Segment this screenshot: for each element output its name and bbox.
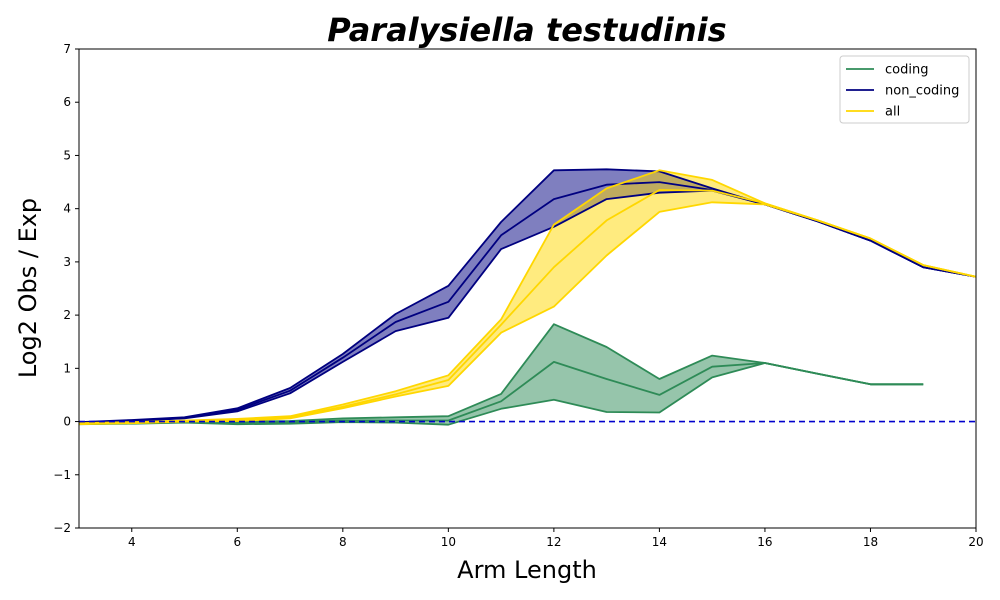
y-tick-label: 0 bbox=[63, 415, 71, 429]
y-tick-label: 1 bbox=[63, 361, 71, 375]
x-tick-label: 10 bbox=[441, 535, 456, 549]
y-axis-title: Log2 Obs / Exp bbox=[14, 198, 42, 378]
y-tick-label: 3 bbox=[63, 255, 71, 269]
y-tick-label: 7 bbox=[63, 42, 71, 56]
y-tick-label: −1 bbox=[53, 468, 71, 482]
y-tick-label: 4 bbox=[63, 202, 71, 216]
all-lower-line bbox=[78, 201, 977, 426]
coding-band bbox=[79, 324, 924, 425]
legend-label: non_coding bbox=[885, 84, 959, 99]
x-tick-label: 4 bbox=[128, 535, 136, 549]
y-tick-label: −2 bbox=[53, 521, 71, 535]
y-axis-ticks: −2 −1 0 1 2 3 4 5 6 7 bbox=[53, 42, 79, 535]
y-tick-label: 6 bbox=[63, 95, 71, 109]
x-axis-title: Arm Length bbox=[457, 556, 597, 584]
non_coding-band bbox=[79, 169, 976, 424]
x-tick-label: 14 bbox=[652, 535, 667, 549]
legend-box bbox=[839, 55, 970, 124]
x-tick-label: 8 bbox=[339, 535, 347, 549]
legend-label: all bbox=[885, 105, 900, 120]
x-axis-ticks: 4 6 8 10 12 14 16 18 20 bbox=[128, 528, 984, 549]
y-tick-label: 2 bbox=[63, 308, 71, 322]
x-tick-label: 16 bbox=[757, 535, 772, 549]
non_coding-lower-line bbox=[78, 189, 977, 425]
plot-frame bbox=[78, 48, 977, 529]
x-tick-label: 18 bbox=[863, 535, 878, 549]
x-tick-label: 20 bbox=[968, 535, 983, 549]
x-tick-label: 6 bbox=[233, 535, 241, 549]
coding-lower-line bbox=[78, 362, 924, 426]
chart-title: Paralysiella testudinis bbox=[327, 11, 726, 49]
x-tick-label: 12 bbox=[546, 535, 561, 549]
y-tick-label: 5 bbox=[63, 148, 71, 162]
legend-label: coding bbox=[885, 63, 928, 78]
